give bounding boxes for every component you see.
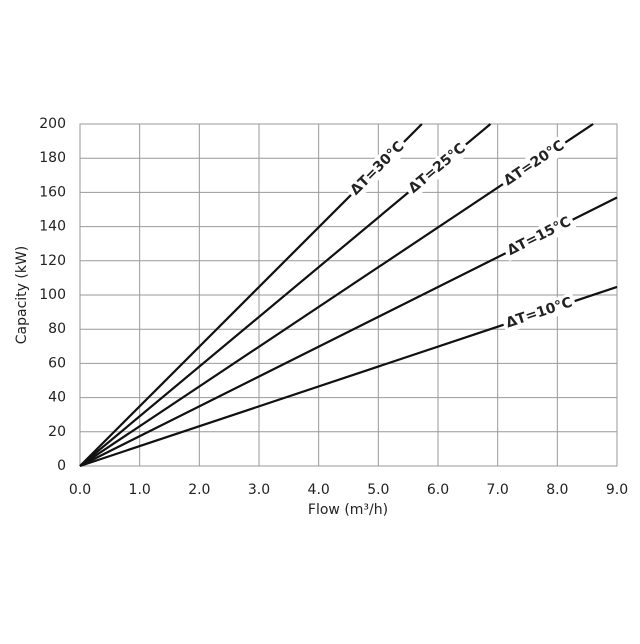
x-tick-label: 9.0 bbox=[606, 482, 628, 498]
y-tick-label: 120 bbox=[39, 253, 66, 269]
x-tick-label: 8.0 bbox=[546, 482, 568, 498]
x-tick-label: 2.0 bbox=[188, 482, 210, 498]
y-tick-label: 200 bbox=[39, 116, 66, 132]
x-axis-label: Flow (m³/h) bbox=[308, 502, 388, 518]
y-tick-label: 0 bbox=[57, 458, 66, 474]
label-background bbox=[501, 211, 577, 262]
x-tick-label: 7.0 bbox=[487, 482, 509, 498]
x-tick-label: 0.0 bbox=[69, 482, 91, 498]
y-tick-label: 20 bbox=[48, 424, 66, 440]
y-tick-label: 160 bbox=[39, 184, 66, 200]
y-tick-label: 180 bbox=[39, 150, 66, 166]
y-tick-label: 100 bbox=[39, 287, 66, 303]
label-background bbox=[344, 135, 411, 202]
y-tick-label: 40 bbox=[48, 390, 66, 406]
x-tick-label: 1.0 bbox=[129, 482, 151, 498]
label-background bbox=[497, 135, 571, 192]
x-tick-label: 3.0 bbox=[248, 482, 270, 498]
x-tick-label: 6.0 bbox=[427, 482, 449, 498]
y-tick-label: 140 bbox=[39, 219, 66, 235]
label-background bbox=[402, 137, 472, 200]
y-axis-label: Capacity (kW) bbox=[14, 246, 30, 345]
label-background bbox=[500, 292, 578, 334]
x-tick-label: 4.0 bbox=[308, 482, 330, 498]
y-tick-label: 80 bbox=[48, 321, 66, 337]
x-tick-label: 5.0 bbox=[367, 482, 389, 498]
y-tick-label: 60 bbox=[48, 355, 66, 371]
